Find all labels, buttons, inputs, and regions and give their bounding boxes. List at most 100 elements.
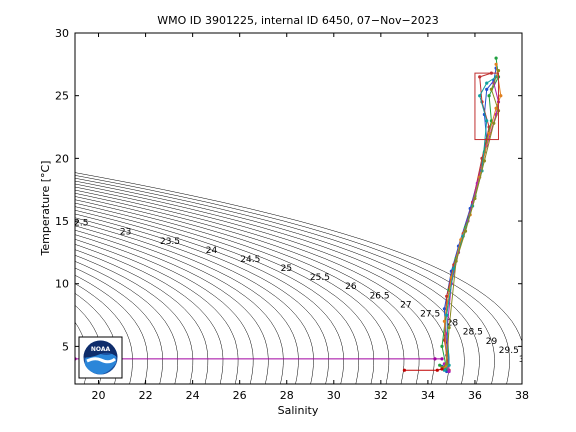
y-axis-ticks: 5 10 15 20 25 30 [55, 27, 522, 353]
data-point [485, 87, 489, 91]
isopycnal-line [75, 304, 103, 384]
data-point [445, 362, 449, 366]
data-point [447, 363, 451, 367]
isopycnal-line [75, 293, 118, 384]
y-tick-label: 15 [55, 215, 69, 228]
data-point [447, 326, 451, 330]
isopycnal-contours [0, 33, 522, 384]
isopycnal-line [0, 33, 72, 384]
data-point [499, 94, 503, 98]
isopycnal-label: 25 [281, 264, 292, 274]
isopycnal-labels: 2020.52121.52222.52323.52424.52525.52626… [23, 210, 531, 365]
data-point [489, 87, 493, 91]
isopycnal-line [75, 196, 405, 384]
data-point [482, 159, 486, 163]
isopycnal-label: 30 [519, 355, 531, 365]
data-point [435, 368, 439, 372]
data-point [478, 94, 482, 98]
data-point [487, 131, 491, 135]
isopycnal-line [75, 213, 329, 384]
isopycnal-label: 26.5 [370, 291, 390, 301]
data-point [438, 363, 442, 367]
isopycnal-line [75, 206, 360, 384]
isopycnal-label: 22 [23, 210, 34, 220]
isopycnal-line [75, 234, 254, 384]
profile-series [75, 56, 503, 374]
x-tick-label: 34 [421, 389, 435, 402]
isopycnal-label: 23 [120, 228, 131, 238]
data-point [445, 313, 449, 317]
isopycnal-line [75, 202, 375, 384]
x-tick-label: 38 [515, 389, 529, 402]
data-point [433, 357, 437, 361]
isopycnal-line [75, 175, 510, 384]
data-point [494, 62, 498, 66]
isopycnal-label: 26 [345, 282, 357, 292]
data-point [494, 56, 498, 60]
y-tick-label: 25 [55, 90, 69, 103]
isopycnal-line [75, 239, 239, 384]
data-point [440, 367, 444, 371]
chart-title: WMO ID 3901225, internal ID 6450, 07−Nov… [157, 14, 439, 27]
noaa-logo: NOAA [78, 336, 123, 379]
isopycnal-line [75, 186, 450, 384]
x-tick-label: 26 [233, 389, 247, 402]
isopycnal-line [75, 189, 435, 384]
isopycnal-line [0, 33, 27, 384]
data-point [402, 368, 406, 372]
isopycnal-line [75, 261, 179, 384]
data-point [485, 119, 489, 123]
isopycnal-label: 27.5 [420, 310, 440, 320]
isopycnal-line [75, 209, 344, 384]
isopycnal-line [75, 172, 522, 384]
y-tick-label: 10 [55, 278, 69, 291]
isopycnal-label: 28 [447, 319, 459, 329]
isopycnal-line [75, 225, 284, 384]
isopycnal-line [75, 221, 299, 384]
data-point [442, 368, 446, 372]
y-tick-label: 30 [55, 27, 69, 40]
isopycnal-label: 25.5 [310, 273, 330, 283]
data-point [447, 369, 451, 374]
isopycnal-line [75, 275, 148, 384]
isopycnal-label: 22.5 [68, 219, 88, 229]
isopycnal-label: 24 [206, 246, 218, 256]
isopycnal-line [75, 244, 224, 384]
x-axis-ticks: 20 22 24 26 28 30 32 34 36 38 [92, 33, 529, 402]
isopycnal-line [0, 33, 42, 384]
y-tick-label: 20 [55, 152, 69, 165]
isopycnal-line [0, 33, 12, 384]
data-point [454, 259, 458, 263]
data-point [492, 121, 496, 125]
isopycnal-line [75, 183, 465, 384]
isopycnal-label: 27 [400, 300, 411, 310]
isopycnal-line [75, 229, 269, 384]
x-tick-label: 32 [374, 389, 388, 402]
x-tick-label: 36 [468, 389, 482, 402]
x-tick-label: 28 [280, 389, 294, 402]
data-point [485, 81, 489, 85]
x-tick-label: 20 [92, 389, 106, 402]
x-tick-label: 24 [186, 389, 200, 402]
data-point [478, 75, 482, 79]
data-point [440, 357, 444, 361]
y-tick-label: 5 [62, 340, 69, 353]
x-tick-label: 22 [139, 389, 153, 402]
x-tick-label: 30 [327, 389, 341, 402]
data-point [463, 229, 468, 233]
isopycnal-label: 28.5 [463, 328, 483, 338]
isopycnal-line [75, 321, 88, 384]
plot-area-frame [74, 32, 523, 385]
data-point [473, 196, 477, 201]
data-point [440, 344, 444, 348]
isopycnal-line [75, 267, 163, 384]
profile-box [474, 72, 499, 141]
data-point [487, 94, 491, 98]
isopycnal-line [75, 255, 194, 384]
isopycnal-line [75, 217, 314, 384]
isopycnal-line [75, 177, 495, 384]
data-point [445, 294, 449, 298]
data-point [442, 307, 446, 311]
isopycnal-line [75, 249, 209, 384]
